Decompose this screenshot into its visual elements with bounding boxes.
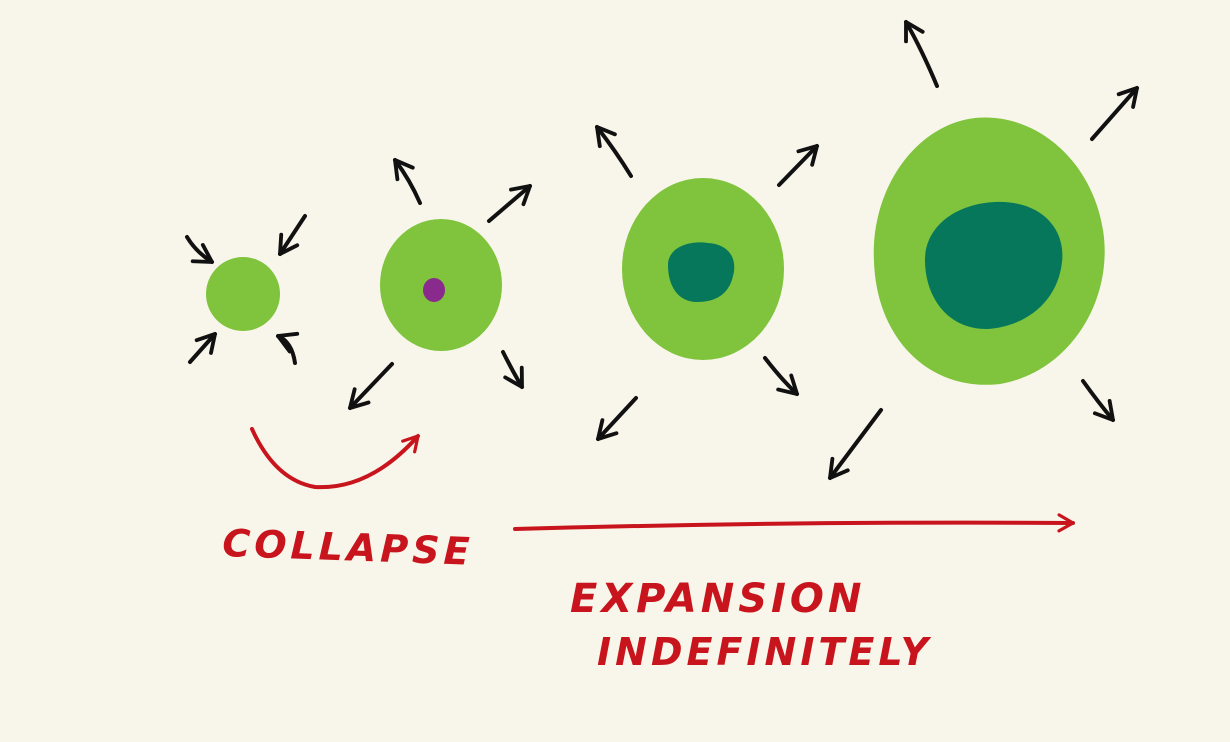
stage-3-outward-arrows [595, 125, 819, 441]
indefinitely-label: INDEFINITELY [597, 630, 932, 674]
outward-arrow-downright [501, 350, 524, 389]
outward-arrow-downleft [828, 408, 883, 480]
outward-arrow-upleft [595, 125, 633, 178]
stage-3-group [595, 125, 819, 441]
expansion-line-arrow [513, 513, 1075, 533]
expansion-label: EXPANSION [570, 576, 865, 622]
inward-arrow-tl [185, 235, 214, 264]
outward-arrow-upright [777, 144, 819, 187]
stage-4-outward-arrows [828, 20, 1139, 480]
outward-arrow-up [904, 20, 939, 88]
inward-arrow-bl [188, 332, 217, 364]
outward-arrow-downleft [596, 396, 638, 441]
stage-1-body [206, 257, 280, 331]
outward-arrow-up [393, 158, 422, 205]
stage-3-core [668, 242, 735, 302]
outward-arrow-downright [1081, 379, 1115, 422]
outward-arrow-upright [1090, 86, 1139, 141]
stage-4-group [828, 20, 1139, 480]
collapse-curve-arrow [250, 427, 420, 490]
outward-arrow-downright [763, 356, 799, 396]
stage-1-inward-arrows [185, 214, 307, 365]
collapse-label: COLLAPSE [222, 521, 475, 574]
inward-arrow-tr [278, 214, 307, 256]
stage-2-outward-arrows [348, 158, 532, 410]
outward-arrow-upright [487, 184, 532, 223]
stage-2-core [423, 278, 445, 302]
stage-2-group [348, 158, 532, 410]
inward-arrow-br [276, 331, 300, 365]
stage-1-group [185, 214, 307, 365]
stage-4-core [924, 201, 1063, 330]
outward-arrow-downleft [348, 362, 394, 410]
